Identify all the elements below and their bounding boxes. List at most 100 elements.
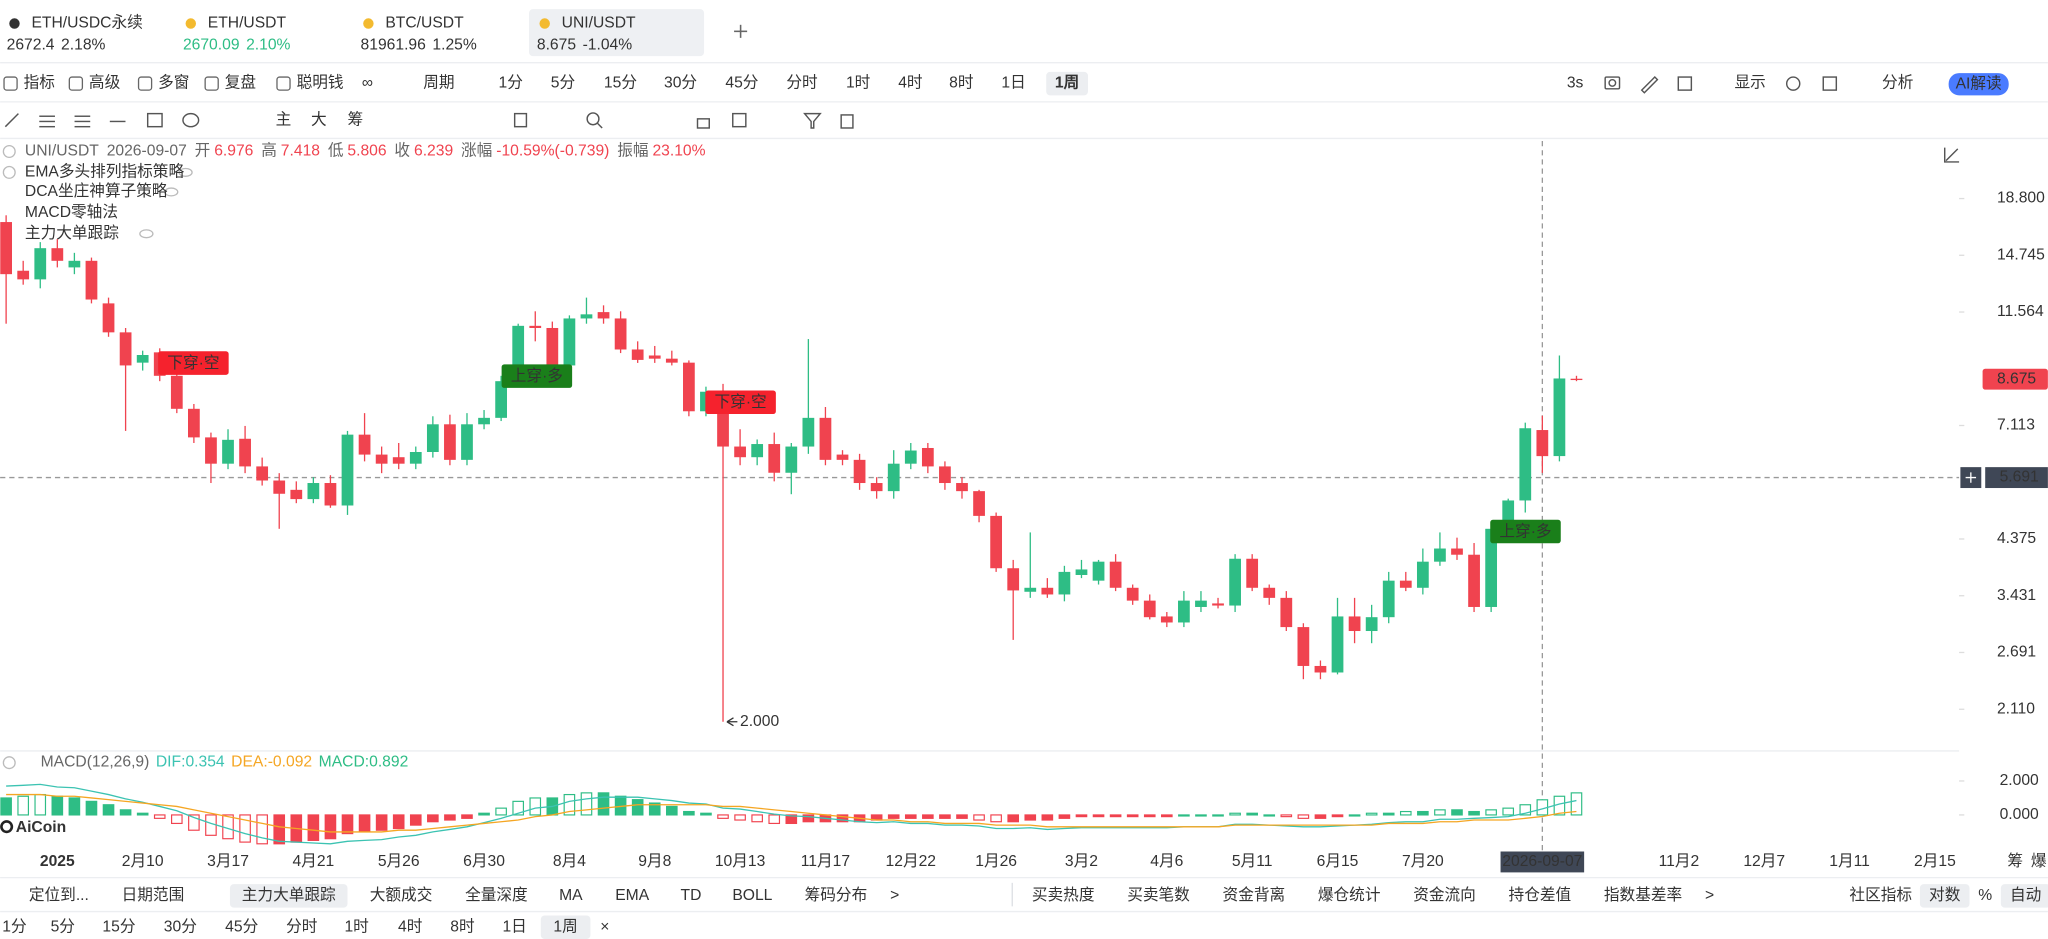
candle-body: [683, 362, 695, 412]
interval-button[interactable]: 45分: [725, 74, 758, 92]
drawing-tools[interactable]: [4, 76, 1960, 163]
indicator-label[interactable]: 主力大单跟踪: [25, 224, 119, 242]
add-tab-icon[interactable]: [734, 24, 748, 38]
interval-button[interactable]: 1时: [846, 74, 871, 92]
interval-button[interactable]: 30分: [664, 74, 697, 92]
side-tab[interactable]: 筹: [2007, 852, 2023, 870]
tab-quote[interactable]: 2672.4 2.18%: [7, 37, 106, 54]
bottom-tab[interactable]: 爆仓统计: [1318, 885, 1381, 904]
bottom-tab[interactable]: 对数: [1929, 886, 1961, 904]
bottom-tab[interactable]: 1分: [2, 917, 27, 935]
bottom-tab[interactable]: 持仓差值: [1509, 886, 1572, 904]
interval-button[interactable]: 8时: [949, 74, 974, 92]
toolbar-item[interactable]: 聪明钱: [297, 74, 344, 92]
bottom-tab[interactable]: 45分: [225, 917, 258, 935]
candle-body: [409, 451, 422, 464]
collapse-icons[interactable]: [2, 144, 193, 770]
candle-body: [1280, 597, 1293, 628]
candle-body: [870, 483, 883, 492]
period-select[interactable]: 周期: [423, 74, 454, 92]
candle-body: [426, 424, 439, 452]
tab-symbol[interactable]: ETH/USDC永续: [31, 14, 142, 32]
draw-tool[interactable]: 大: [311, 110, 327, 128]
bottom-tab[interactable]: 30分: [164, 917, 197, 935]
tab-active-bg: [229, 884, 348, 908]
interval-button[interactable]: 5分: [551, 74, 576, 92]
interval-button[interactable]: 15分: [604, 74, 637, 92]
candle-body: [188, 408, 200, 438]
bottom-tab[interactable]: %: [1978, 887, 1992, 904]
bottom-tab[interactable]: 分时: [286, 917, 318, 935]
bottom-tab[interactable]: 资金背离: [1223, 886, 1286, 904]
tab-quote[interactable]: 2670.09 2.10%: [183, 37, 291, 54]
bottom-tab[interactable]: 1周: [553, 918, 577, 935]
draw-tool[interactable]: 主: [276, 110, 292, 128]
tab-quote[interactable]: 81961.96 1.25%: [361, 37, 477, 54]
macd-hist-bar: [580, 792, 593, 816]
bottom-tab[interactable]: 4时: [398, 917, 423, 935]
bottom-tab[interactable]: 资金流向: [1413, 886, 1476, 904]
candle-body: [631, 349, 644, 360]
macd-hist-bar: [358, 814, 371, 833]
bottom-tab[interactable]: 定位到...: [29, 886, 89, 904]
interval-button[interactable]: 1分: [499, 74, 524, 92]
macd-hist-bar: [922, 814, 934, 819]
bottom-tab[interactable]: >: [1705, 887, 1714, 904]
interval-button[interactable]: 4时: [898, 74, 923, 92]
bottom-tab[interactable]: MA: [559, 887, 583, 904]
toolbar-item[interactable]: 多窗: [158, 74, 189, 92]
macd-hist-bar: [1280, 814, 1293, 818]
bottom-tab[interactable]: 5分: [51, 917, 76, 935]
indicator-label[interactable]: MACD零轴法: [25, 203, 118, 221]
toolbar-right-item[interactable]: 显示: [1734, 75, 1765, 92]
draw-tool[interactable]: 筹: [348, 110, 364, 128]
toolbar-right-item[interactable]: 3s: [1567, 75, 1584, 92]
tab-symbol[interactable]: ETH/USDT: [208, 15, 287, 32]
bottom-tab[interactable]: 社区指标: [1849, 886, 1912, 904]
x-tick-label: 4月21: [292, 853, 334, 870]
interval-button[interactable]: 分时: [786, 74, 818, 92]
bottom-tab[interactable]: 日期范围: [122, 886, 185, 904]
candle-body: [921, 447, 934, 467]
bottom-tab[interactable]: TD: [681, 887, 702, 904]
close-button[interactable]: ×: [600, 918, 609, 935]
side-tab[interactable]: 爆: [2031, 851, 2047, 870]
indicator-label[interactable]: DCA坐庄神算子策略: [25, 181, 168, 200]
bottom-tab[interactable]: 自动: [2010, 886, 2041, 904]
indicator-label[interactable]: EMA多头排列指标策略: [25, 163, 185, 181]
tab-symbol[interactable]: UNI/USDT: [562, 15, 636, 32]
macd-hist-bar: [1348, 814, 1361, 817]
candle-body: [853, 459, 866, 484]
macd-hist-bar: [1212, 814, 1224, 817]
toolbar-item[interactable]: 高级: [89, 74, 121, 92]
bottom-tab[interactable]: 8时: [450, 917, 475, 935]
candle-body: [1365, 617, 1378, 632]
bottom-tab[interactable]: 全量深度: [465, 886, 528, 904]
ohlc-label: 低: [328, 142, 344, 160]
candle-body: [461, 424, 473, 460]
bottom-tab[interactable]: 15分: [102, 917, 135, 935]
bottom-tab[interactable]: EMA: [615, 887, 649, 904]
interval-button[interactable]: 1日: [1001, 75, 1025, 92]
candle-body: [563, 318, 576, 366]
toolbar-item[interactable]: 指标: [24, 74, 55, 92]
bottom-tab[interactable]: 筹码分布: [805, 886, 868, 904]
bottom-tab[interactable]: 主力大单跟踪: [242, 886, 336, 904]
bottom-tab[interactable]: BOLL: [732, 887, 772, 904]
bottom-tab[interactable]: 大额成交: [370, 886, 433, 904]
bottom-tab[interactable]: 1时: [344, 917, 369, 935]
macd-hist-bar: [375, 814, 388, 831]
macd-hist-bar: [1092, 814, 1105, 818]
bottom-tab[interactable]: 1日: [502, 918, 526, 935]
bottom-tab[interactable]: 指数基差率: [1604, 886, 1682, 904]
bottom-tab[interactable]: >: [890, 887, 899, 904]
bottom-tab[interactable]: 买卖笔数: [1127, 886, 1190, 904]
bottom-tab[interactable]: 买卖热度: [1032, 886, 1095, 904]
ai-button[interactable]: AI解读: [1956, 74, 2002, 92]
toolbar-item[interactable]: 复盘: [225, 73, 256, 92]
tab-symbol[interactable]: BTC/USDT: [385, 15, 464, 32]
ai-button-bg[interactable]: [1948, 73, 2009, 96]
tab-quote[interactable]: 8.675 -1.04%: [537, 37, 632, 54]
toolbar-right-item[interactable]: 分析: [1882, 74, 1913, 92]
interval-button[interactable]: 1周: [1055, 74, 1079, 92]
